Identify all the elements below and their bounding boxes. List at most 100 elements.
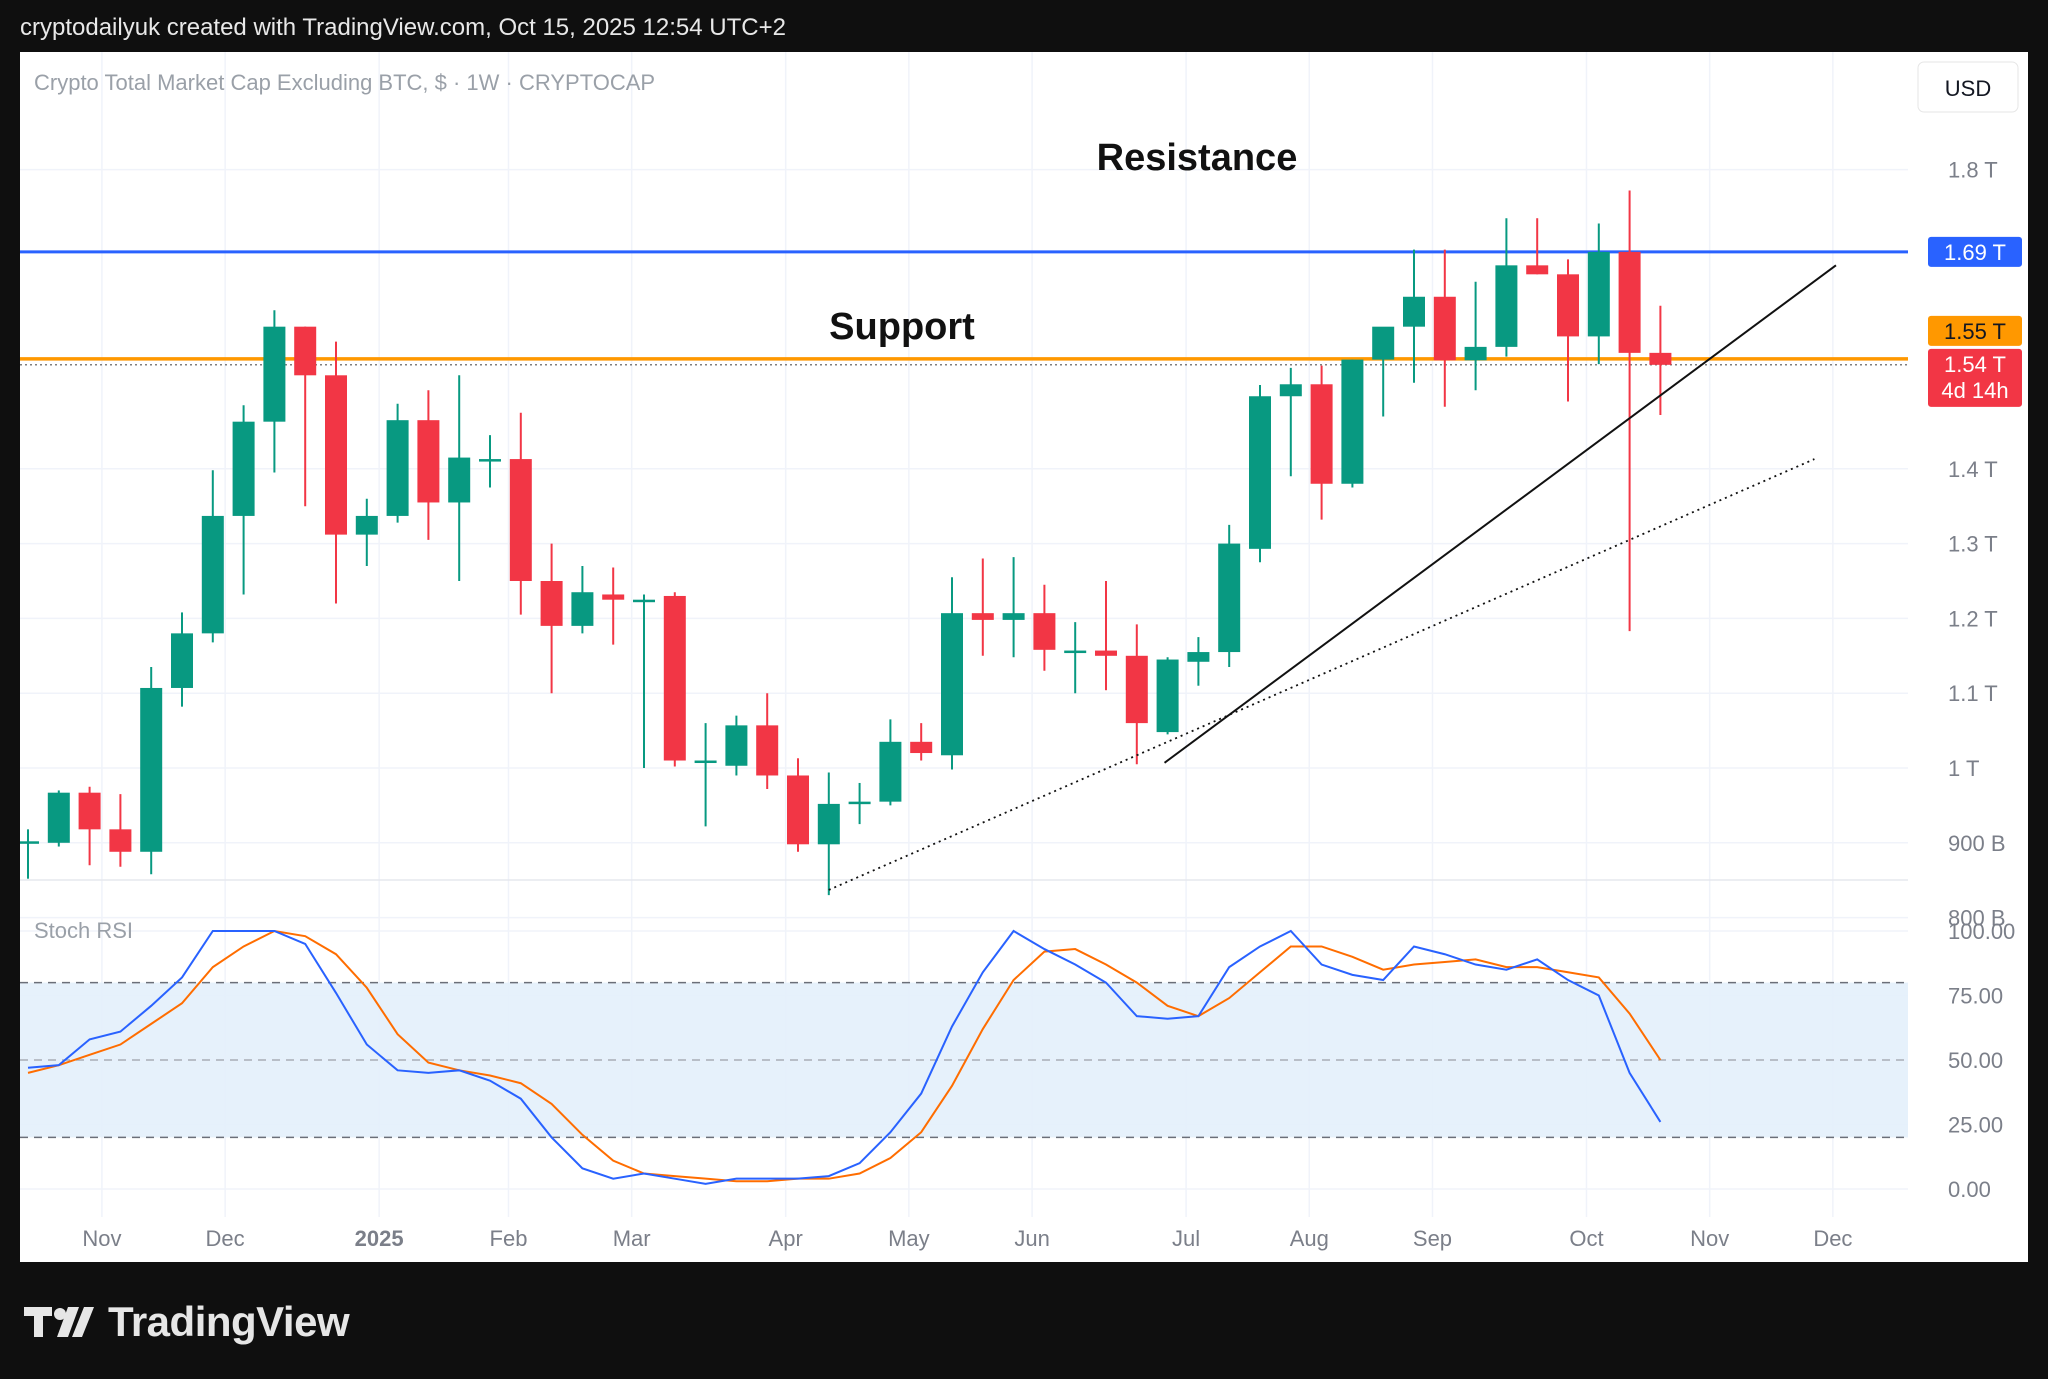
candle-body-5 — [171, 633, 193, 688]
candle-body-38 — [1187, 652, 1210, 662]
candle-body-29 — [910, 741, 933, 754]
candle-body-23 — [725, 725, 748, 766]
current-tag-text-0: 1.54 T — [1944, 352, 2006, 377]
currency-button-label: USD — [1945, 76, 1991, 101]
candle-body-16 — [509, 459, 532, 581]
candle-body-19 — [602, 594, 625, 600]
chart-canvas[interactable]: 1.8 T 1.4 T 1.3 T 1.2 T 1.1 T 1 T 900 B 800 B 1… — [20, 52, 2028, 1262]
stoch-tick-1: 75.00 — [1948, 984, 2003, 1009]
candle-body-49 — [1526, 265, 1549, 275]
candle-body-0 — [20, 841, 39, 844]
price-tick-3: 1.2 T — [1948, 606, 1998, 631]
candle-body-10 — [325, 375, 347, 535]
candle-body-24 — [756, 725, 779, 776]
price-tags: 1.69 T 1.55 T 1.54 T4d 14h — [1928, 236, 2022, 407]
candle-body-13 — [417, 420, 440, 503]
candle-body-9 — [294, 326, 317, 376]
stoch-k-line — [27, 929, 1662, 1185]
candle-body-1 — [47, 792, 70, 843]
candle-body-34 — [1064, 650, 1087, 654]
resistance-tag-bg — [1928, 236, 2022, 267]
time-tick-11: Sep — [1413, 1226, 1452, 1251]
price-tick-4: 1.1 T — [1948, 681, 1998, 706]
stoch-axis: 100.00 75.00 50.00 25.00 0.00 — [1948, 919, 2015, 1202]
candle-body-8 — [263, 326, 286, 422]
candle-body-21 — [663, 595, 686, 761]
tradingview-logo-icon — [24, 1307, 94, 1337]
current-tag-bg — [1928, 348, 2022, 407]
time-tick-6: Apr — [769, 1226, 803, 1251]
time-tick-10: Aug — [1290, 1226, 1329, 1251]
tradingview-logo[interactable]: TradingView — [22, 1298, 350, 1346]
candle-body-27 — [848, 801, 871, 805]
candle-body-33 — [1033, 613, 1056, 650]
time-tick-2: Dec — [206, 1226, 245, 1251]
candle-body-41 — [1279, 384, 1302, 397]
candle-body-26 — [817, 803, 840, 845]
support-tag-bg — [1928, 315, 2022, 346]
candle-body-50 — [1557, 274, 1579, 337]
candle-body-4 — [140, 687, 163, 852]
stoch-lines — [27, 929, 1662, 1185]
time-tick-12: Oct — [1569, 1226, 1603, 1251]
price-tick-5: 1 T — [1948, 756, 1979, 781]
price-tick-0: 1.8 T — [1948, 158, 1998, 183]
candle-body-37 — [1156, 659, 1179, 733]
candle-body-53 — [1649, 352, 1672, 365]
candle-body-3 — [109, 829, 132, 852]
candle-body-30 — [941, 613, 963, 756]
annotations: Resistance Support — [829, 137, 1297, 348]
candle-body-39 — [1218, 543, 1241, 653]
stoch-tick-0: 100.00 — [1948, 919, 2015, 944]
trendline-solid — [1163, 264, 1837, 764]
candle-body-48 — [1495, 265, 1518, 347]
chart-panel[interactable]: 1.8 T 1.4 T 1.3 T 1.2 T 1.1 T 1 T 900 B 800 B 1… — [20, 52, 2028, 1262]
candle-body-11 — [355, 515, 378, 535]
time-tick-9: Jul — [1172, 1226, 1200, 1251]
resistance-tag-text-0: 1.69 T — [1944, 240, 2006, 265]
trendlines — [828, 264, 1837, 891]
time-tick-5: Mar — [613, 1226, 651, 1251]
chart-legend: Crypto Total Market Cap Excluding BTC, $… — [34, 70, 655, 95]
candles — [20, 190, 1672, 896]
candle-body-14 — [448, 457, 471, 503]
time-axis: OctNovDec2025FebMarAprMayJunJulAugSepOct… — [82, 1226, 1852, 1251]
price-tick-2: 1.3 T — [1948, 532, 1998, 557]
price-axis: 1.8 T 1.4 T 1.3 T 1.2 T 1.1 T 1 T 900 B 800 B — [1948, 158, 2006, 931]
candle-body-46 — [1433, 296, 1456, 361]
candle-body-31 — [971, 613, 994, 620]
candle-body-28 — [879, 741, 902, 802]
candle-body-51 — [1587, 251, 1610, 337]
current-tag-text-1: 4d 14h — [1941, 378, 2008, 403]
time-tick-13: Nov — [1690, 1226, 1729, 1251]
candle-body-35 — [1095, 650, 1117, 656]
candle-body-17 — [540, 581, 563, 626]
candle-body-20 — [633, 599, 655, 603]
time-tick-1: Nov — [82, 1226, 121, 1251]
candle-body-36 — [1125, 655, 1148, 724]
annotation-resistance: Resistance — [1097, 137, 1298, 179]
candle-body-15 — [479, 459, 501, 462]
candle-body-42 — [1310, 384, 1333, 484]
time-tick-14: Dec — [1813, 1226, 1852, 1251]
stoch-tick-3: 25.00 — [1948, 1113, 2003, 1138]
candle-body-43 — [1341, 359, 1364, 484]
price-tick-6: 900 B — [1948, 831, 2006, 856]
candle-body-44 — [1372, 326, 1395, 360]
candle-body-52 — [1618, 251, 1641, 353]
stoch-guides — [20, 981, 1908, 1139]
time-tick-7: May — [888, 1226, 930, 1251]
candle-body-7 — [232, 421, 255, 516]
stoch-rsi-label: Stoch RSI — [34, 918, 133, 943]
currency-button[interactable]: USD — [1917, 61, 2019, 113]
candle-body-32 — [1002, 613, 1025, 620]
candle-body-6 — [201, 515, 224, 634]
candle-body-18 — [571, 592, 594, 626]
time-tick-8: Jun — [1014, 1226, 1049, 1251]
candle-body-25 — [787, 775, 809, 845]
candle-body-2 — [78, 792, 101, 830]
tradingview-brand: TradingView — [108, 1298, 350, 1345]
annotation-support: Support — [829, 306, 975, 348]
stoch-d-line — [27, 929, 1662, 1183]
stoch-tick-4: 0.00 — [1948, 1177, 1991, 1202]
